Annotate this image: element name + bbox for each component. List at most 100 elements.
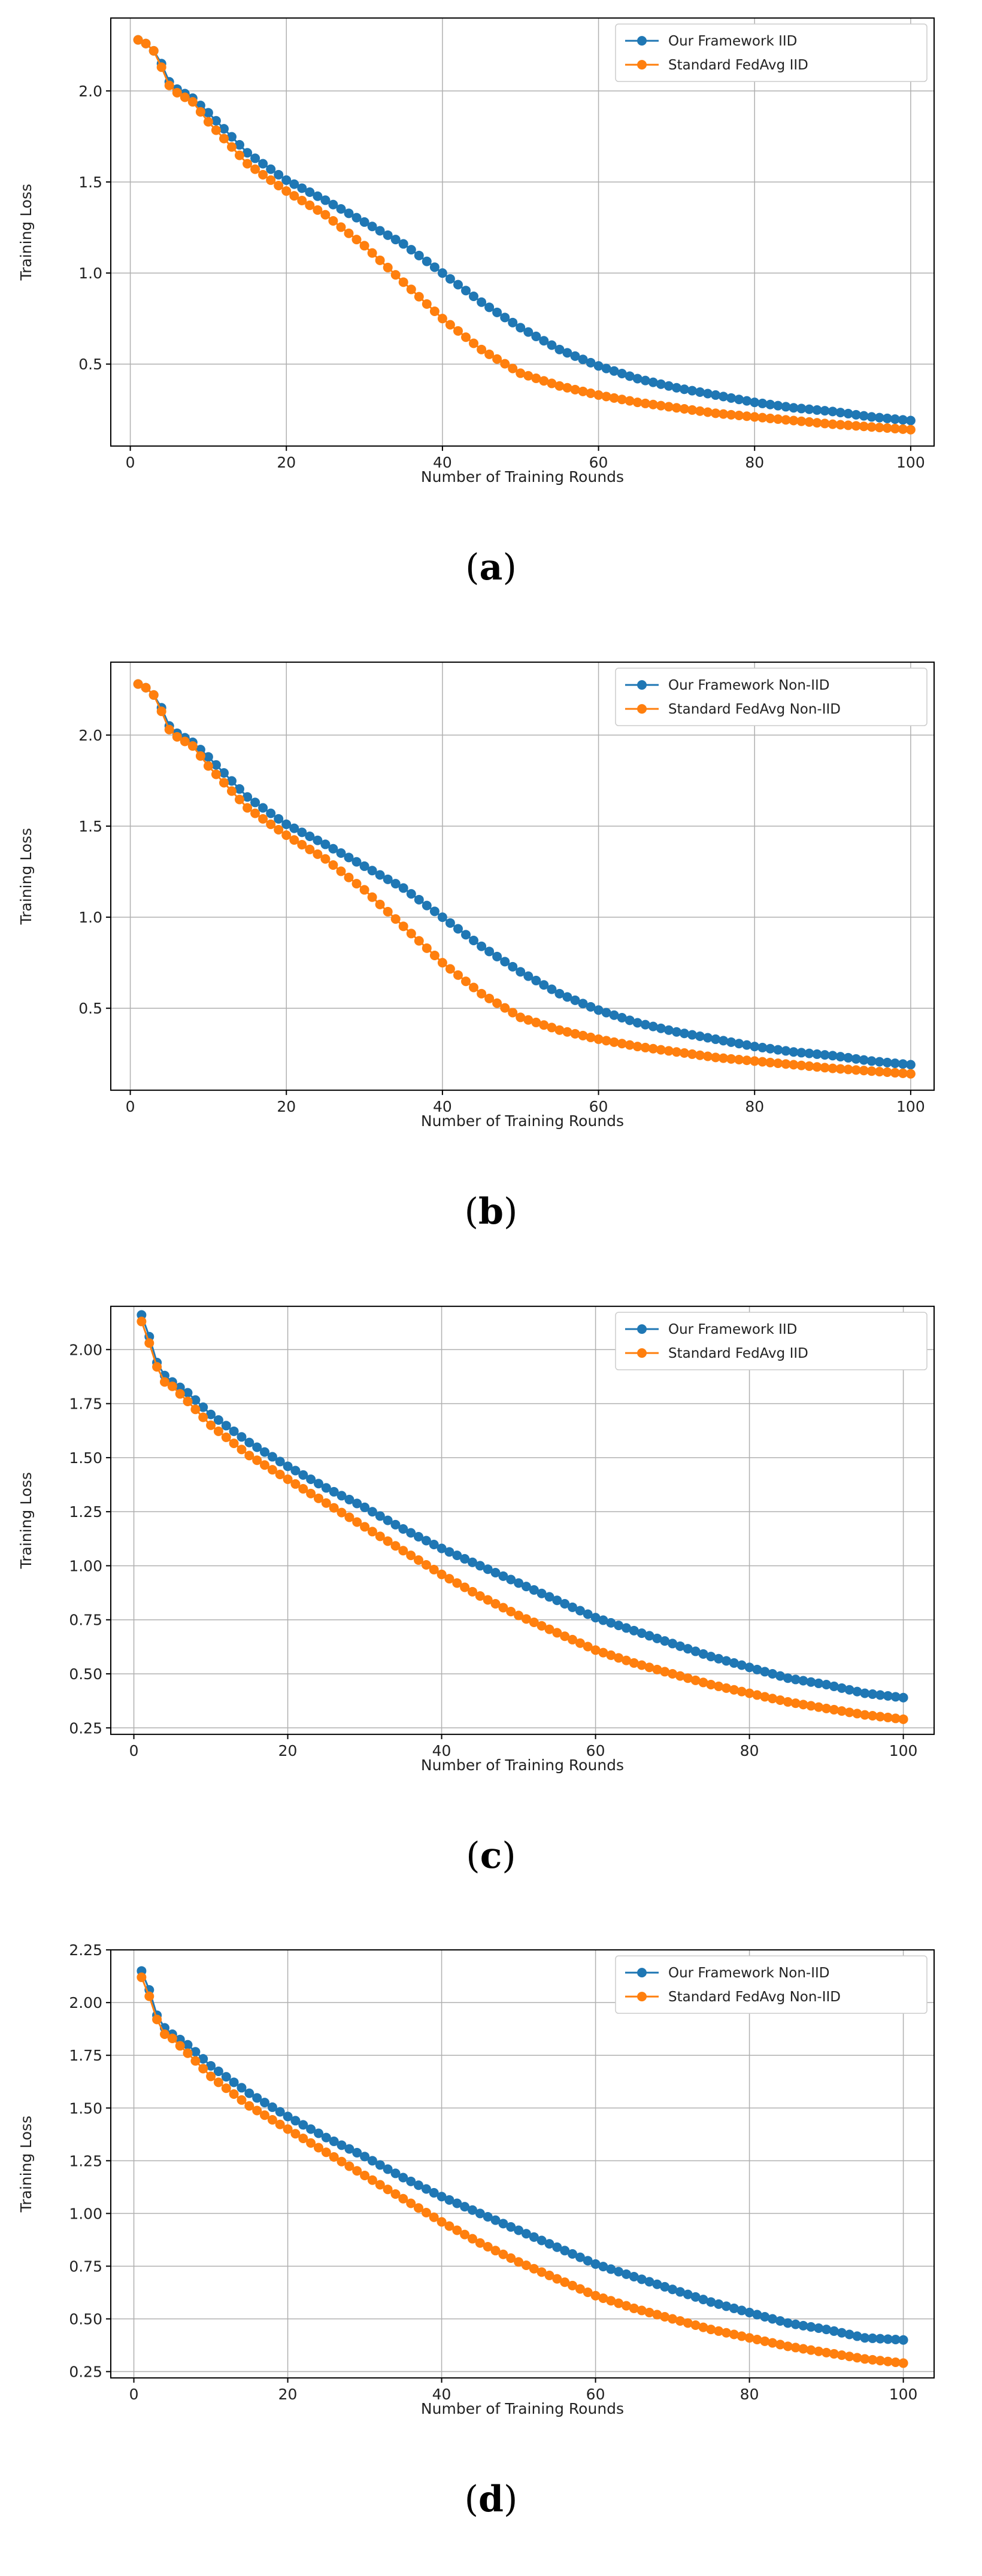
- x-tick-label: 0: [129, 2386, 139, 2403]
- data-point: [729, 2329, 739, 2340]
- y-tick-label: 0.25: [69, 1719, 102, 1737]
- data-point: [583, 1642, 593, 1652]
- data-point: [468, 1586, 477, 1597]
- chart-panel-a: 0 20 40 60 80 100 0.5 1.0 1.5 2.0 Number of Traini…: [0, 0, 982, 644]
- legend-label: Standard FedAvg IID: [668, 1346, 808, 1361]
- data-point: [742, 396, 752, 406]
- data-point: [695, 1050, 705, 1060]
- y-tick-label: 1.0: [78, 909, 102, 926]
- data-point: [406, 1550, 416, 1560]
- data-point: [648, 377, 658, 387]
- data-point: [367, 1526, 377, 1536]
- data-point: [798, 2344, 808, 2354]
- x-axis-label: Number of Training Rounds: [421, 2400, 624, 2417]
- y-tick-label: 2.25: [69, 1941, 102, 1959]
- data-point: [760, 1666, 770, 1676]
- y-tick-label: 1.00: [69, 2205, 102, 2223]
- data-point: [398, 921, 408, 932]
- data-point: [375, 870, 385, 880]
- data-point: [500, 1003, 510, 1013]
- data-point: [460, 2229, 470, 2240]
- data-point: [711, 408, 721, 418]
- data-point: [844, 2329, 854, 2340]
- data-point: [552, 1595, 562, 1605]
- plot-frame: [110, 661, 935, 1091]
- data-point: [437, 1569, 447, 1579]
- data-point: [859, 421, 869, 432]
- data-point: [453, 970, 463, 980]
- data-point: [729, 1658, 739, 1668]
- y-tick-label: 1.25: [69, 1503, 102, 1521]
- data-point: [583, 2287, 593, 2298]
- data-point: [875, 1689, 885, 1700]
- data-point: [414, 894, 424, 905]
- data-point: [203, 752, 213, 762]
- x-tick-label: 40: [432, 1742, 451, 1759]
- data-point: [306, 2138, 316, 2148]
- data-point: [690, 1675, 701, 1685]
- data-point: [783, 1673, 793, 1683]
- data-point: [289, 179, 299, 189]
- data-point: [156, 706, 166, 716]
- caption-open-paren: (: [465, 2478, 478, 2520]
- data-point: [757, 398, 768, 408]
- data-point: [175, 2041, 185, 2051]
- data-point: [313, 191, 323, 201]
- data-point: [679, 384, 689, 395]
- data-point: [444, 1546, 454, 1556]
- caption-open-paren: (: [465, 1191, 478, 1233]
- data-point: [690, 2292, 701, 2302]
- data-point: [539, 979, 549, 990]
- data-point: [383, 2184, 393, 2195]
- data-point: [744, 2308, 754, 2318]
- data-point: [706, 1651, 716, 1661]
- data-point: [289, 191, 299, 201]
- x-tick-label: 0: [126, 454, 135, 471]
- data-point: [266, 808, 276, 818]
- data-point: [516, 1012, 526, 1022]
- data-point: [644, 2277, 654, 2287]
- data-point: [329, 2137, 339, 2147]
- data-point: [852, 1708, 862, 1718]
- data-point: [679, 1028, 689, 1038]
- data-point: [570, 384, 580, 395]
- data-point: [790, 2343, 801, 2353]
- data-point: [859, 1055, 869, 1065]
- data-point: [711, 390, 721, 400]
- data-point: [221, 2083, 231, 2093]
- data-point: [812, 1061, 822, 1072]
- data-point: [156, 62, 166, 72]
- data-point: [133, 35, 143, 45]
- x-tick-label: 40: [433, 1098, 452, 1115]
- data-point: [852, 2331, 862, 2341]
- data-point: [144, 1991, 154, 2001]
- data-point: [351, 857, 362, 867]
- data-point: [461, 930, 471, 940]
- data-point: [781, 415, 791, 425]
- data-point: [390, 2189, 401, 2199]
- data-point: [283, 2124, 293, 2134]
- data-point: [452, 2198, 462, 2208]
- data-point: [183, 1396, 193, 1406]
- data-point: [695, 387, 705, 398]
- data-point: [625, 1040, 635, 1050]
- y-tick-label: 0.75: [69, 2258, 102, 2275]
- data-point: [644, 1630, 654, 1640]
- data-point: [429, 1564, 439, 1574]
- data-point: [477, 297, 487, 307]
- data-point: [167, 1381, 177, 1391]
- y-tick-label: 1.0: [78, 265, 102, 282]
- legend-marker: [637, 1348, 647, 1358]
- data-point: [398, 239, 408, 249]
- data-point: [460, 2202, 470, 2212]
- x-tick-label: 20: [278, 2386, 298, 2403]
- data-point: [652, 2279, 662, 2289]
- data-point: [734, 1038, 744, 1048]
- caption-letter: c: [480, 1835, 502, 1877]
- data-point: [281, 175, 292, 185]
- data-point: [429, 307, 440, 317]
- data-point: [406, 2177, 416, 2187]
- data-point: [460, 1554, 470, 1564]
- legend-label: Our Framework Non-IID: [668, 1965, 830, 1981]
- data-point: [484, 302, 495, 312]
